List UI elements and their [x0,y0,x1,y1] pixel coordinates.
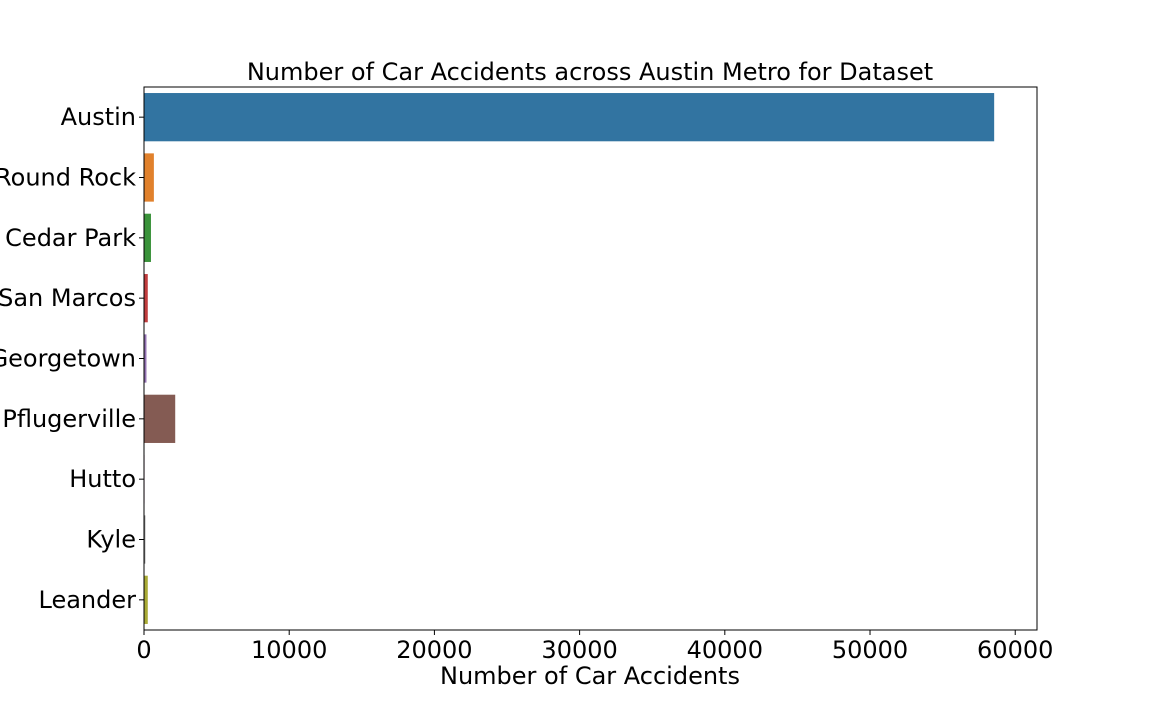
bar-georgetown [144,334,147,383]
bar-cedar-park [144,213,151,262]
bar-pflugerville [144,394,176,443]
bar-austin [144,93,995,142]
x-tick-label: 20000 [396,636,472,664]
x-tick-label: 50000 [832,636,908,664]
x-tick-label: 60000 [977,636,1053,664]
x-tick-label: 30000 [541,636,617,664]
y-tick-label: Austin [61,103,136,131]
x-tick-label: 0 [136,636,151,664]
bar-round-rock [144,153,154,202]
plot-area-frame [143,86,1038,631]
y-tick-label: Hutto [69,465,136,493]
x-tick-label: 10000 [251,636,327,664]
y-tick-label: Cedar Park [5,224,136,252]
y-tick-label: Kyle [86,526,136,554]
chart-title: Number of Car Accidents across Austin Me… [247,58,933,86]
y-tick-label: San Marcos [0,284,136,312]
y-tick-label: Leander [39,586,137,614]
y-axis: Austin Round Rock Cedar Park San Marcos Geor… [0,103,144,614]
x-axis-label: Number of Car Accidents [440,662,740,690]
y-tick-label: Georgetown [0,345,136,373]
x-axis: 0 10000 20000 30000 40000 50000 60000 [136,630,1053,664]
x-tick-label: 40000 [687,636,763,664]
y-tick-label: Pflugerville [2,405,136,433]
y-tick-label: Round Rock [0,164,136,192]
bars-group [144,93,995,624]
bar-san-marcos [144,274,148,323]
bar-kyle [144,515,146,564]
bar-leander [144,575,148,624]
